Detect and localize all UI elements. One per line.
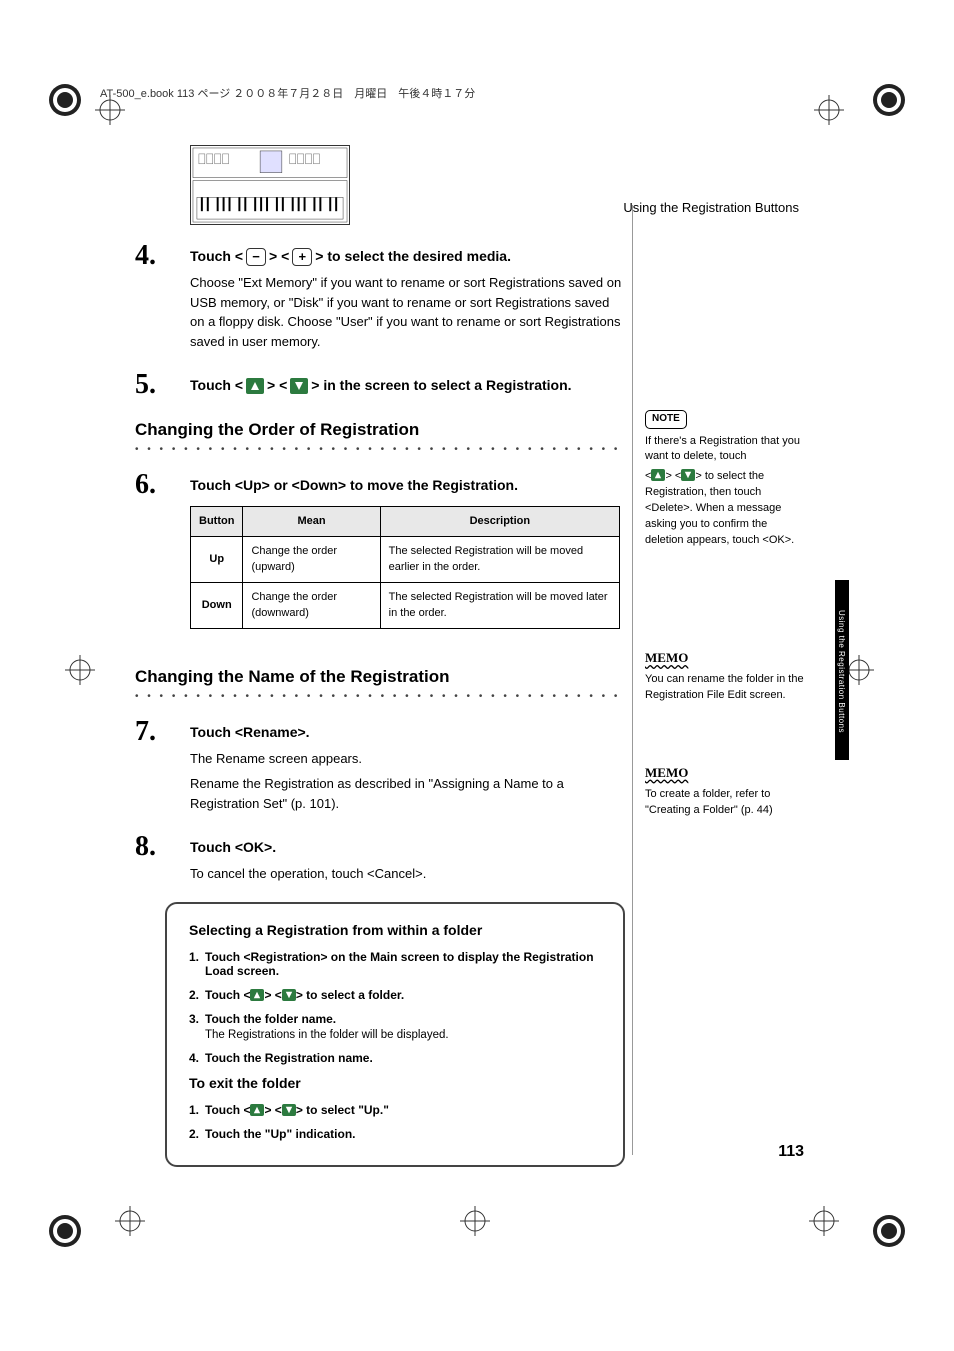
- note-block: NOTE If there's a Registration that you …: [645, 410, 805, 549]
- step-4: 4. Touch < − > < + > to select the desir…: [135, 240, 625, 351]
- list-item: 2.Touch the "Up" indication.: [189, 1127, 601, 1141]
- down-triangle-icon: [282, 1104, 296, 1116]
- step-number: 4.: [135, 240, 190, 351]
- list-item: 3.Touch the folder name.The Registration…: [189, 1012, 601, 1041]
- up-triangle-icon: [250, 1104, 264, 1116]
- memo-text: You can rename the folder in the Registr…: [645, 672, 805, 704]
- cross-mark: [65, 655, 95, 685]
- down-triangle-icon: [290, 378, 308, 394]
- page: AT-500_e.book 113 ページ ２００８年７月２８日 月曜日 午後４…: [0, 0, 954, 1351]
- note-label: NOTE: [645, 410, 687, 429]
- up-triangle-icon: [250, 989, 264, 1001]
- down-triangle-icon: [681, 469, 695, 481]
- side-column: NOTE If there's a Registration that you …: [645, 410, 805, 919]
- dotted-rule: • • • • • • • • • • • • • • • • • • • • …: [135, 444, 625, 455]
- memo-label: MEMO: [645, 764, 688, 783]
- step-body-text: Choose "Ext Memory" if you want to renam…: [190, 273, 625, 351]
- memo-text: To create a folder, refer to "Creating a…: [645, 787, 805, 819]
- column-divider: [632, 205, 633, 1155]
- table-header: Description: [380, 507, 619, 537]
- table-cell: Down: [191, 582, 243, 628]
- table-cell: Change the order (downward): [243, 582, 380, 628]
- folder-box: Selecting a Registration from within a f…: [165, 902, 625, 1167]
- list-item: 1.Touch <Registration> on the Main scree…: [189, 950, 601, 978]
- side-tab-text: Using the Registration Buttons: [837, 610, 846, 733]
- step-title-text: Touch <Rename>.: [190, 722, 310, 743]
- step-5: 5. Touch < > < > in the screen to select…: [135, 369, 625, 402]
- step-8: 8. Touch <OK>. To cancel the operation, …: [135, 831, 625, 884]
- memo-label: MEMO: [645, 649, 688, 668]
- main-column: 4. Touch < − > < + > to select the desir…: [135, 240, 625, 1167]
- minus-button-icon: −: [246, 248, 266, 266]
- keyboard-illustration: [190, 145, 350, 225]
- step-title-text: Touch <: [190, 375, 243, 396]
- memo-block: MEMO You can rename the folder in the Re…: [645, 649, 805, 704]
- crop-mark: [869, 1211, 909, 1251]
- cross-mark: [814, 95, 844, 125]
- step-body-text: The Rename screen appears.: [190, 749, 625, 769]
- table-header: Mean: [243, 507, 380, 537]
- section-heading: Changing the Name of the Registration: [135, 667, 625, 687]
- table-cell: Up: [191, 536, 243, 582]
- step-body-text: Rename the Registration as described in …: [190, 774, 625, 813]
- table-row: Up Change the order (upward) The selecte…: [191, 536, 620, 582]
- step-number: 6.: [135, 469, 190, 649]
- note-text: If there's a Registration that you want …: [645, 434, 805, 466]
- list-item: 1.Touch <> <> to select "Up.": [189, 1103, 601, 1117]
- folder-box-heading: Selecting a Registration from within a f…: [189, 922, 601, 938]
- step-number: 7.: [135, 716, 190, 814]
- crop-mark: [45, 80, 85, 120]
- note-text: <> <> to select the Registration, then t…: [645, 469, 805, 549]
- button-table: Button Mean Description Up Change the or…: [190, 506, 620, 629]
- list-item: 4.Touch the Registration name.: [189, 1051, 601, 1065]
- up-triangle-icon: [651, 469, 665, 481]
- step-title-text: Touch <Up> or <Down> to move the Registr…: [190, 475, 518, 496]
- table-row: Down Change the order (downward) The sel…: [191, 582, 620, 628]
- table-cell: Change the order (upward): [243, 536, 380, 582]
- step-6: 6. Touch <Up> or <Down> to move the Regi…: [135, 469, 625, 649]
- step-7: 7. Touch <Rename>. The Rename screen app…: [135, 716, 625, 814]
- crop-mark: [45, 1211, 85, 1251]
- step-title-text: Touch <OK>.: [190, 837, 276, 858]
- step-number: 8.: [135, 831, 190, 884]
- crop-mark: [869, 80, 909, 120]
- step-body-text: To cancel the operation, touch <Cancel>.: [190, 864, 625, 884]
- list-item: 2.Touch <> <> to select a folder.: [189, 988, 601, 1002]
- side-tab: Using the Registration Buttons: [835, 580, 849, 760]
- header-bookline: AT-500_e.book 113 ページ ２００８年７月２８日 月曜日 午後４…: [100, 85, 475, 101]
- step-title-text: > <: [269, 246, 289, 267]
- table-header: Button: [191, 507, 243, 537]
- cross-mark: [460, 1206, 490, 1236]
- down-triangle-icon: [282, 989, 296, 1001]
- dotted-rule: • • • • • • • • • • • • • • • • • • • • …: [135, 691, 625, 702]
- step-title-text: > to select the desired media.: [315, 246, 511, 267]
- step-number: 5.: [135, 369, 190, 402]
- up-triangle-icon: [246, 378, 264, 394]
- cross-mark: [809, 1206, 839, 1236]
- table-cell: The selected Registration will be moved …: [380, 536, 619, 582]
- step-title-text: > <: [267, 375, 287, 396]
- memo-block: MEMO To create a folder, refer to "Creat…: [645, 764, 805, 819]
- cross-mark: [115, 1206, 145, 1236]
- section-heading: Changing the Order of Registration: [135, 420, 625, 440]
- step-title-text: > in the screen to select a Registration…: [311, 375, 571, 396]
- plus-button-icon: +: [292, 248, 312, 266]
- page-number: 113: [778, 1143, 804, 1161]
- step-title-text: Touch <: [190, 246, 243, 267]
- table-cell: The selected Registration will be moved …: [380, 582, 619, 628]
- header-right-title: Using the Registration Buttons: [623, 200, 799, 215]
- folder-box-subheading: To exit the folder: [189, 1075, 601, 1091]
